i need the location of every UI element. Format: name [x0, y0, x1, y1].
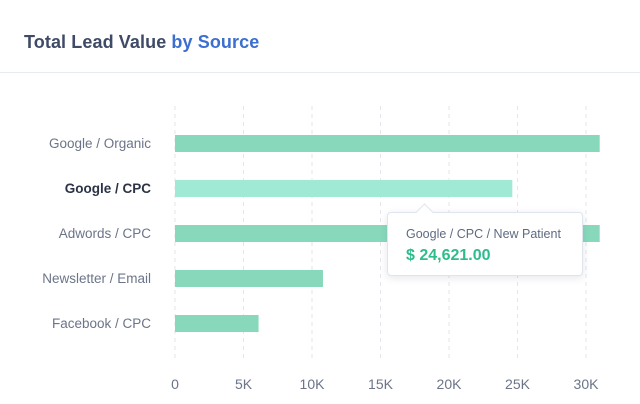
- chart-title-accent[interactable]: by Source: [171, 32, 260, 52]
- x-tick-label: 15K: [368, 376, 394, 392]
- category-label: Facebook / CPC: [52, 316, 151, 331]
- bar[interactable]: [175, 270, 323, 287]
- category-label: Adwords / CPC: [59, 226, 152, 241]
- chart-title-main: Total Lead Value: [24, 32, 167, 52]
- tooltip-label: Google / CPC / New Patient: [406, 227, 561, 241]
- x-tick-label: 10K: [300, 376, 326, 392]
- bar[interactable]: [175, 315, 259, 332]
- x-tick-label: 5K: [235, 376, 253, 392]
- title-divider: [0, 72, 640, 73]
- chart-tooltip: Google / CPC / New Patient $ 24,621.00: [387, 203, 583, 276]
- bar[interactable]: [175, 180, 513, 197]
- bar[interactable]: [175, 135, 600, 152]
- chart-title: Total Lead Value by Source: [24, 32, 259, 53]
- category-label: Google / CPC: [65, 181, 152, 196]
- x-tick-label: 20K: [437, 376, 463, 392]
- category-label: Google / Organic: [49, 136, 151, 151]
- category-label: Newsletter / Email: [42, 271, 151, 286]
- tooltip-value: $ 24,621.00: [406, 247, 491, 264]
- x-tick-label: 30K: [574, 376, 600, 392]
- x-tick-label: 25K: [505, 376, 531, 392]
- x-tick-label: 0: [171, 376, 179, 392]
